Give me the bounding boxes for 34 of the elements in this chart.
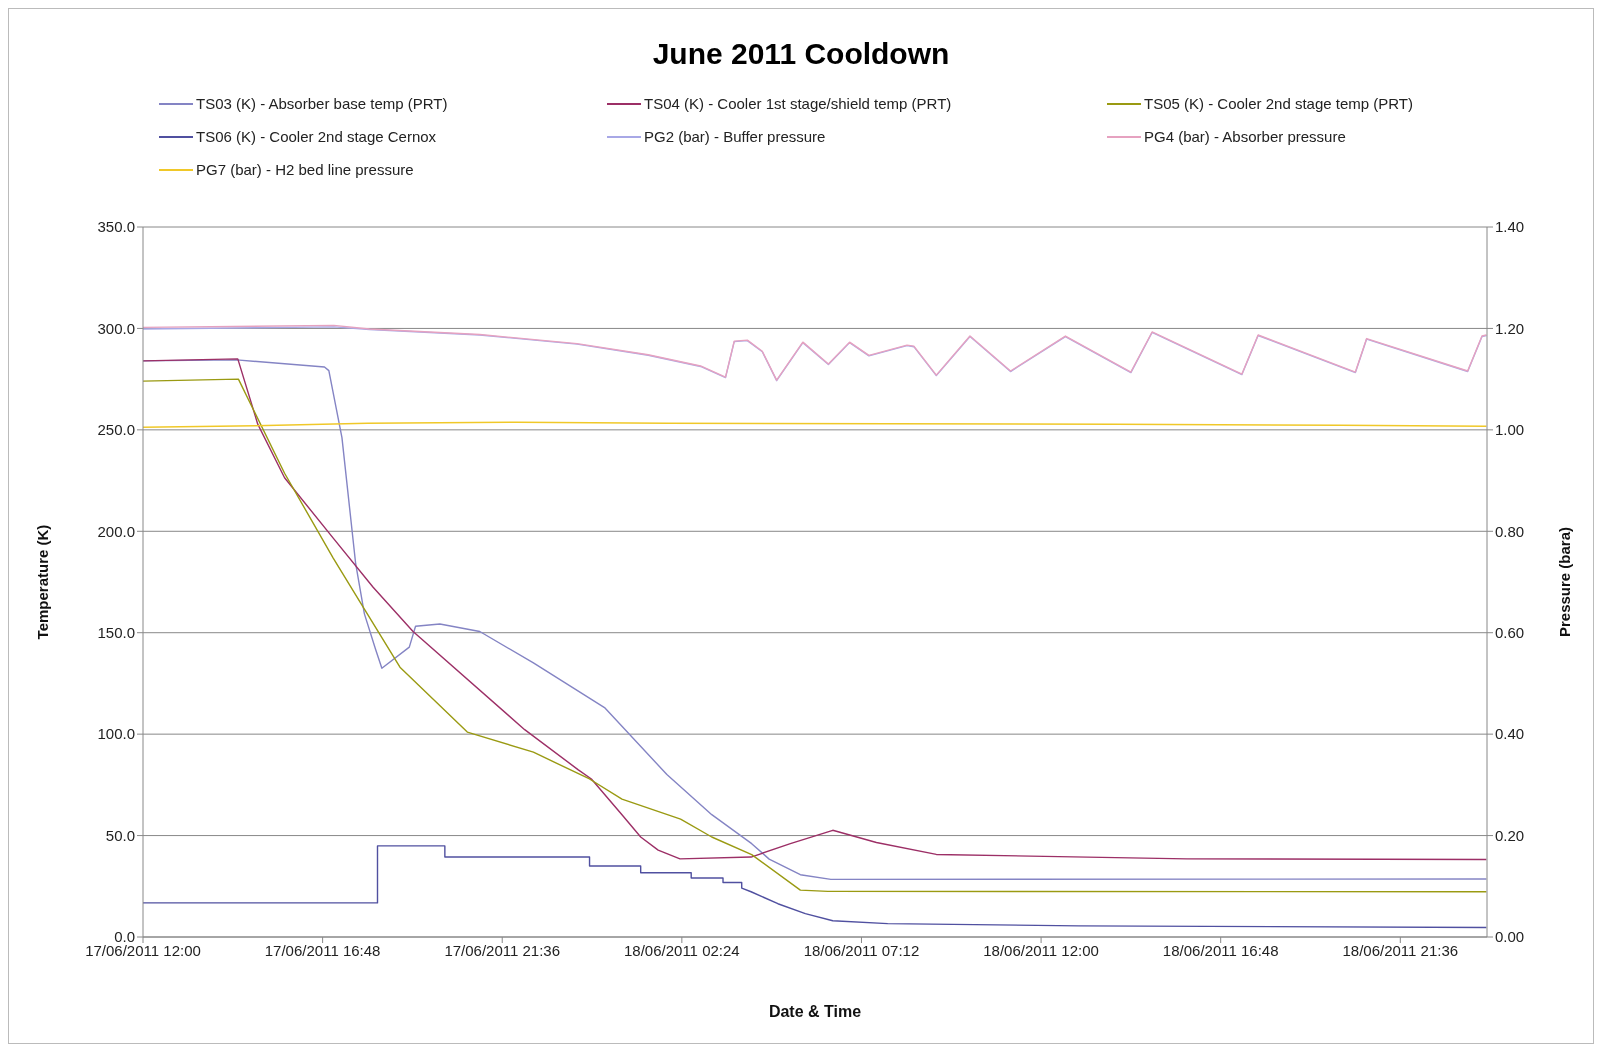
chart-title: June 2011 Cooldown <box>651 37 951 71</box>
y2-tick-label: 1.00 <box>1495 421 1525 439</box>
y-tick-label: 150.0 <box>97 624 135 642</box>
y2-tick-label: 0.40 <box>1495 725 1525 743</box>
legend-label: PG7 (bar) - H2 bed line pressure <box>196 161 414 178</box>
y2-tick-label: 1.40 <box>1495 218 1525 236</box>
y2-tick-label: 0.20 <box>1495 826 1525 844</box>
legend-label: TS03 (K) - Absorber base temp (PRT) <box>196 95 448 112</box>
y2-tick-label: 0.60 <box>1495 624 1525 642</box>
x-tick-label: 18/06/2011 07:12 <box>803 941 920 959</box>
legend-label: TS04 (K) - Cooler 1st stage/shield temp (PRT) <box>644 95 952 112</box>
y2-tick-label: 1.20 <box>1495 319 1525 337</box>
y2-tick-label: 0.00 <box>1495 928 1525 946</box>
x-tick-label: 17/06/2011 16:48 <box>264 941 381 959</box>
x-axis-title: Date & Time <box>768 1003 862 1020</box>
y-tick-label: 350.0 <box>97 218 135 236</box>
y2-axis-title: Pressure (bara) <box>1556 526 1574 638</box>
x-tick-label: 18/06/2011 02:24 <box>624 941 740 959</box>
y-tick-label: 100.0 <box>97 725 135 743</box>
legend-label: TS06 (K) - Cooler 2nd stage Cernox <box>196 128 437 145</box>
y-tick-label: 200.0 <box>97 522 135 540</box>
y-tick-label: 50.0 <box>105 826 135 844</box>
y2-tick-label: 0.80 <box>1495 522 1525 540</box>
x-tick-label: 17/06/2011 21:36 <box>444 941 561 959</box>
y-tick-label: 250.0 <box>97 421 135 439</box>
legend-label: TS05 (K) - Cooler 2nd stage temp (PRT) <box>1144 95 1413 112</box>
x-tick-label: 18/06/2011 21:36 <box>1342 941 1459 959</box>
line-series <box>143 845 1487 929</box>
y-tick-label: 300.0 <box>97 319 135 337</box>
legend-label: PG4 (bar) - Absorber pressure <box>1144 128 1346 145</box>
y-axis-title: Temperature (K) <box>34 524 52 640</box>
legend-label: PG2 (bar) - Buffer pressure <box>644 128 826 145</box>
x-tick-label: 18/06/2011 12:00 <box>983 941 1099 959</box>
x-tick-label: 18/06/2011 16:48 <box>1162 941 1279 959</box>
